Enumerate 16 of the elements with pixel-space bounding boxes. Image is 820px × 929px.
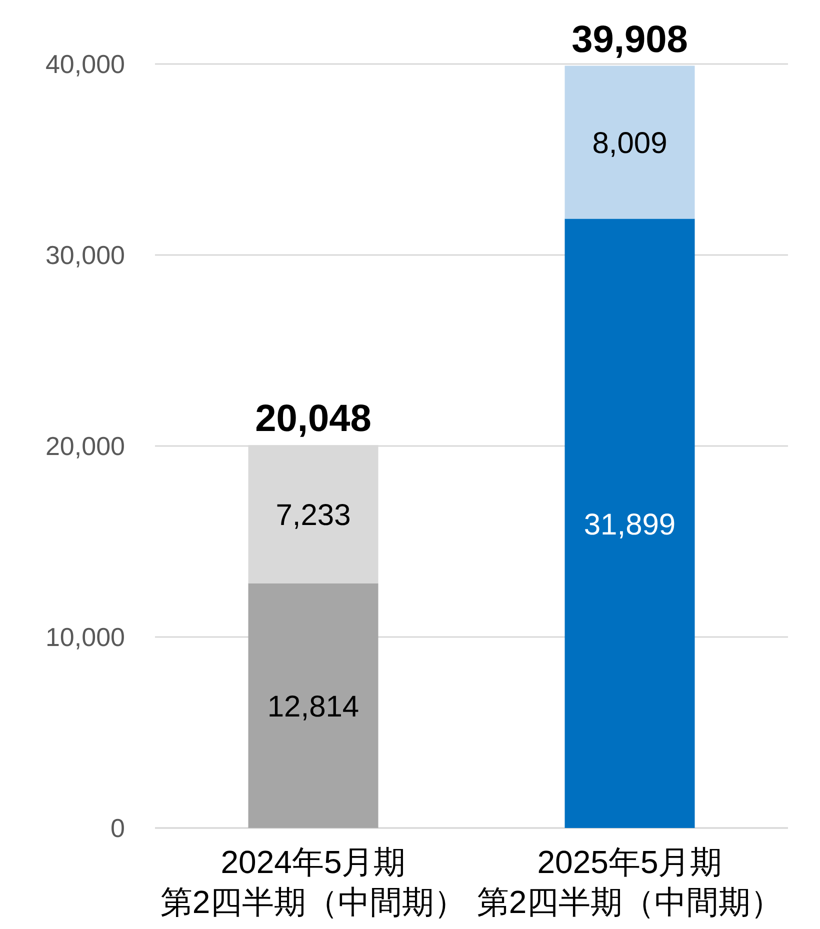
y-tick-label: 40,000 bbox=[45, 49, 125, 79]
bar bbox=[564, 218, 695, 828]
bar bbox=[248, 583, 378, 828]
total-label: 39,908 bbox=[572, 18, 688, 61]
data-label: 12,814 bbox=[267, 690, 360, 724]
bar bbox=[564, 66, 695, 219]
total-label: 20,048 bbox=[255, 398, 372, 440]
y-tick-label: 20,000 bbox=[45, 431, 125, 461]
x-tick-label: 2025年5月期第2四半期（中間期） bbox=[476, 844, 783, 920]
data-label: 31,899 bbox=[584, 508, 676, 542]
data-label: 7,233 bbox=[276, 499, 351, 532]
y-tick-label: 30,000 bbox=[45, 240, 125, 270]
y-tick-label: 0 bbox=[110, 813, 125, 843]
data-label: 8,009 bbox=[592, 127, 668, 160]
y-tick-label: 10,000 bbox=[45, 622, 125, 652]
x-tick-label: 2024年5月期第2四半期（中間期） bbox=[160, 844, 466, 920]
